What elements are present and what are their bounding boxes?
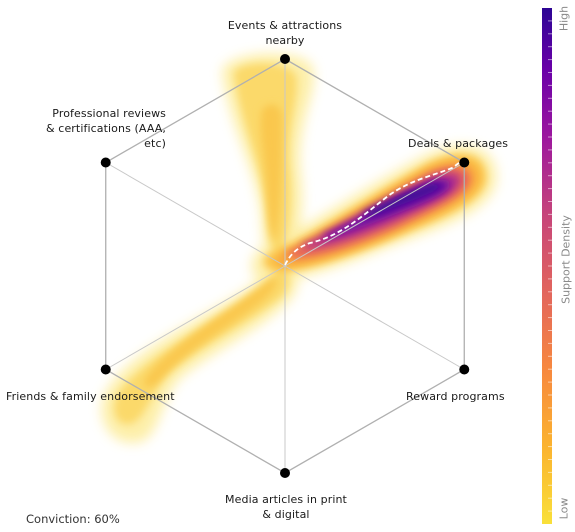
conviction-label: Conviction: 60% (26, 512, 120, 526)
colorbar-scale (542, 8, 552, 524)
axis-label-deals: Deals & packages (408, 137, 509, 150)
colorbar-title: Support Density (559, 215, 573, 304)
axis-points (100, 54, 470, 478)
spoke-1 (284, 162, 465, 267)
axis-label-media: Media articles in print & digital (225, 493, 347, 521)
axis-point-2 (459, 364, 470, 375)
spoke-2 (284, 265, 465, 370)
colorbar (542, 8, 552, 524)
axis-point-4 (100, 364, 111, 375)
axis-point-3 (280, 468, 290, 478)
axis-point-0 (280, 54, 290, 64)
axis-label-events: Events & attractions nearby (227, 19, 343, 47)
axis-point-5 (100, 157, 111, 168)
axis-point-1 (459, 157, 470, 168)
conviction-path (284, 159, 465, 266)
spoke-5 (105, 162, 286, 267)
spoke-4 (105, 265, 286, 370)
colorbar-low-label: Low (557, 497, 571, 520)
axis-label-professional: Professional reviews & certifications (A… (46, 107, 166, 150)
axis-label-rewards: Reward programs (406, 390, 505, 403)
axis-label-friends: Friends & family endorsement (6, 390, 175, 403)
colorbar-high-label: High (557, 5, 571, 32)
